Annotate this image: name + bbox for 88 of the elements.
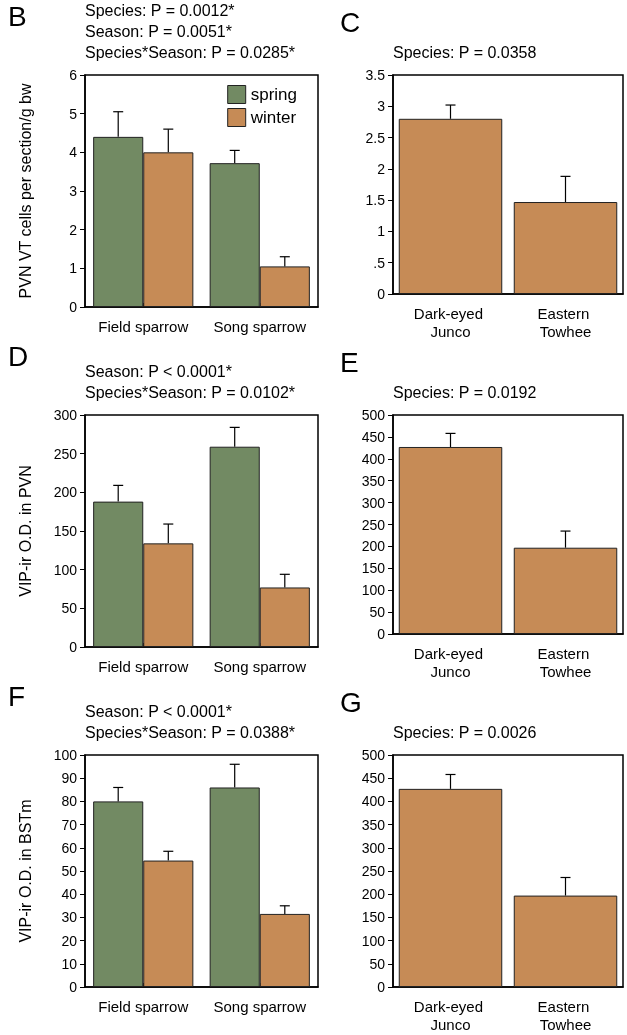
y-tick-label: 1 — [69, 260, 78, 277]
y-tick-label: 0 — [377, 626, 386, 642]
x-tick-label: Dark-eyed Junco — [413, 304, 488, 340]
chart-title: F — [8, 680, 26, 712]
y-tick-label: 300 — [361, 839, 386, 856]
y-tick-label: 0 — [69, 299, 78, 315]
y-tick-label: 4 — [69, 144, 78, 161]
x-tick-label: Dark-eyed Junco — [413, 997, 488, 1033]
y-tick-label: 50 — [369, 955, 386, 972]
x-tick-label: Song sparrow — [213, 997, 307, 1015]
y-tick-label: 50 — [61, 600, 78, 617]
y-tick-label: 500 — [361, 407, 386, 423]
text: Species*Season: P = 0.0285* — [85, 43, 296, 61]
y-tick-label: 0 — [69, 979, 78, 995]
y-tick-label: 450 — [361, 770, 386, 787]
x-tick-label: Field sparrow — [98, 317, 189, 335]
x-tick-label: Song sparrow — [213, 657, 307, 675]
y-axis-title: VIP-ir O.D. in BSTm — [16, 799, 34, 943]
y-tick-label: 200 — [361, 886, 386, 903]
x-tick-label: Eastern Towhee — [537, 304, 594, 340]
y-tick-label: 70 — [61, 816, 78, 833]
text: Species*Season: P = 0.0388* — [85, 723, 296, 741]
legend-label: winter — [249, 108, 297, 127]
x-tick-label: Dark-eyed Junco — [413, 644, 488, 680]
chart-title: B — [8, 0, 27, 32]
y-tick-label: 60 — [61, 839, 78, 856]
y-tick-label: 2 — [377, 160, 386, 177]
y-tick-label: 3 — [69, 183, 78, 199]
y-tick-label: 1 — [377, 223, 386, 240]
y-tick-label: 400 — [361, 793, 386, 810]
y-tick-label: 100 — [361, 582, 386, 599]
y-tick-label: 3 — [377, 98, 386, 115]
y-tick-label: 0 — [69, 639, 78, 655]
x-tick-label: Song sparrow — [213, 317, 307, 335]
y-tick-label: 150 — [53, 523, 78, 539]
x-tick-label: Field sparrow — [98, 997, 189, 1015]
legend-label: spring — [250, 85, 298, 104]
y-tick-label: 300 — [361, 494, 386, 511]
y-tick-label: 450 — [361, 428, 386, 445]
y-tick-label: 200 — [53, 484, 78, 501]
y-tick-label: 150 — [361, 909, 386, 926]
y-tick-label: 3.5 — [365, 67, 386, 83]
y-tick-label: 100 — [53, 747, 78, 763]
text: Species: P = 0.0026 — [393, 723, 537, 741]
chart-title: D — [8, 340, 29, 372]
y-tick-label: 6 — [69, 67, 78, 83]
text: Season: P < 0.0001* — [85, 362, 232, 380]
y-tick-label: 1.5 — [365, 192, 386, 209]
text: Species: P = 0.0358 — [393, 43, 537, 61]
y-tick-label: 40 — [61, 886, 78, 903]
y-tick-label: 100 — [361, 932, 386, 949]
y-tick-label: 10 — [61, 955, 78, 972]
y-tick-label: 250 — [361, 863, 386, 879]
y-tick-label: 5 — [69, 105, 78, 122]
y-tick-label: .5 — [373, 254, 386, 271]
x-tick-label: Eastern Towhee — [537, 997, 594, 1033]
y-tick-label: 350 — [361, 472, 386, 489]
y-axis-title: VIP-ir O.D. in PVN — [16, 465, 34, 597]
y-tick-label: 500 — [361, 747, 386, 763]
y-tick-label: 300 — [53, 407, 78, 423]
chart-title: G — [340, 686, 362, 718]
y-tick-label: 0 — [377, 979, 386, 995]
y-tick-label: 200 — [361, 538, 386, 555]
text: Species: P = 0.0192 — [393, 383, 537, 401]
y-tick-label: 2 — [69, 221, 78, 238]
text: Species: P = 0.0012* — [85, 1, 235, 19]
text: Season: P = 0.0051* — [85, 22, 232, 40]
y-tick-label: 80 — [61, 793, 78, 810]
text: Species*Season: P = 0.0102* — [85, 383, 296, 401]
y-tick-label: 90 — [61, 770, 78, 787]
y-tick-label: 150 — [361, 560, 386, 577]
y-tick-label: 350 — [361, 816, 386, 833]
y-tick-label: 2.5 — [365, 129, 386, 146]
y-tick-label: 250 — [53, 445, 78, 462]
y-tick-label: 0 — [377, 286, 386, 302]
x-tick-label: Field sparrow — [98, 657, 189, 675]
y-tick-label: 30 — [61, 909, 78, 926]
text: Season: P < 0.0001* — [85, 702, 232, 720]
chart-title: E — [340, 346, 359, 378]
y-tick-label: 100 — [53, 561, 78, 578]
y-axis-title: PVN VT cells per section/g bw — [16, 83, 34, 299]
y-tick-label: 50 — [61, 863, 78, 879]
y-tick-label: 50 — [369, 604, 386, 621]
y-tick-label: 20 — [61, 932, 78, 949]
chart-title: C — [340, 6, 361, 38]
y-tick-label: 250 — [361, 516, 386, 533]
y-tick-label: 400 — [361, 450, 386, 467]
x-tick-label: Eastern Towhee — [537, 644, 594, 680]
